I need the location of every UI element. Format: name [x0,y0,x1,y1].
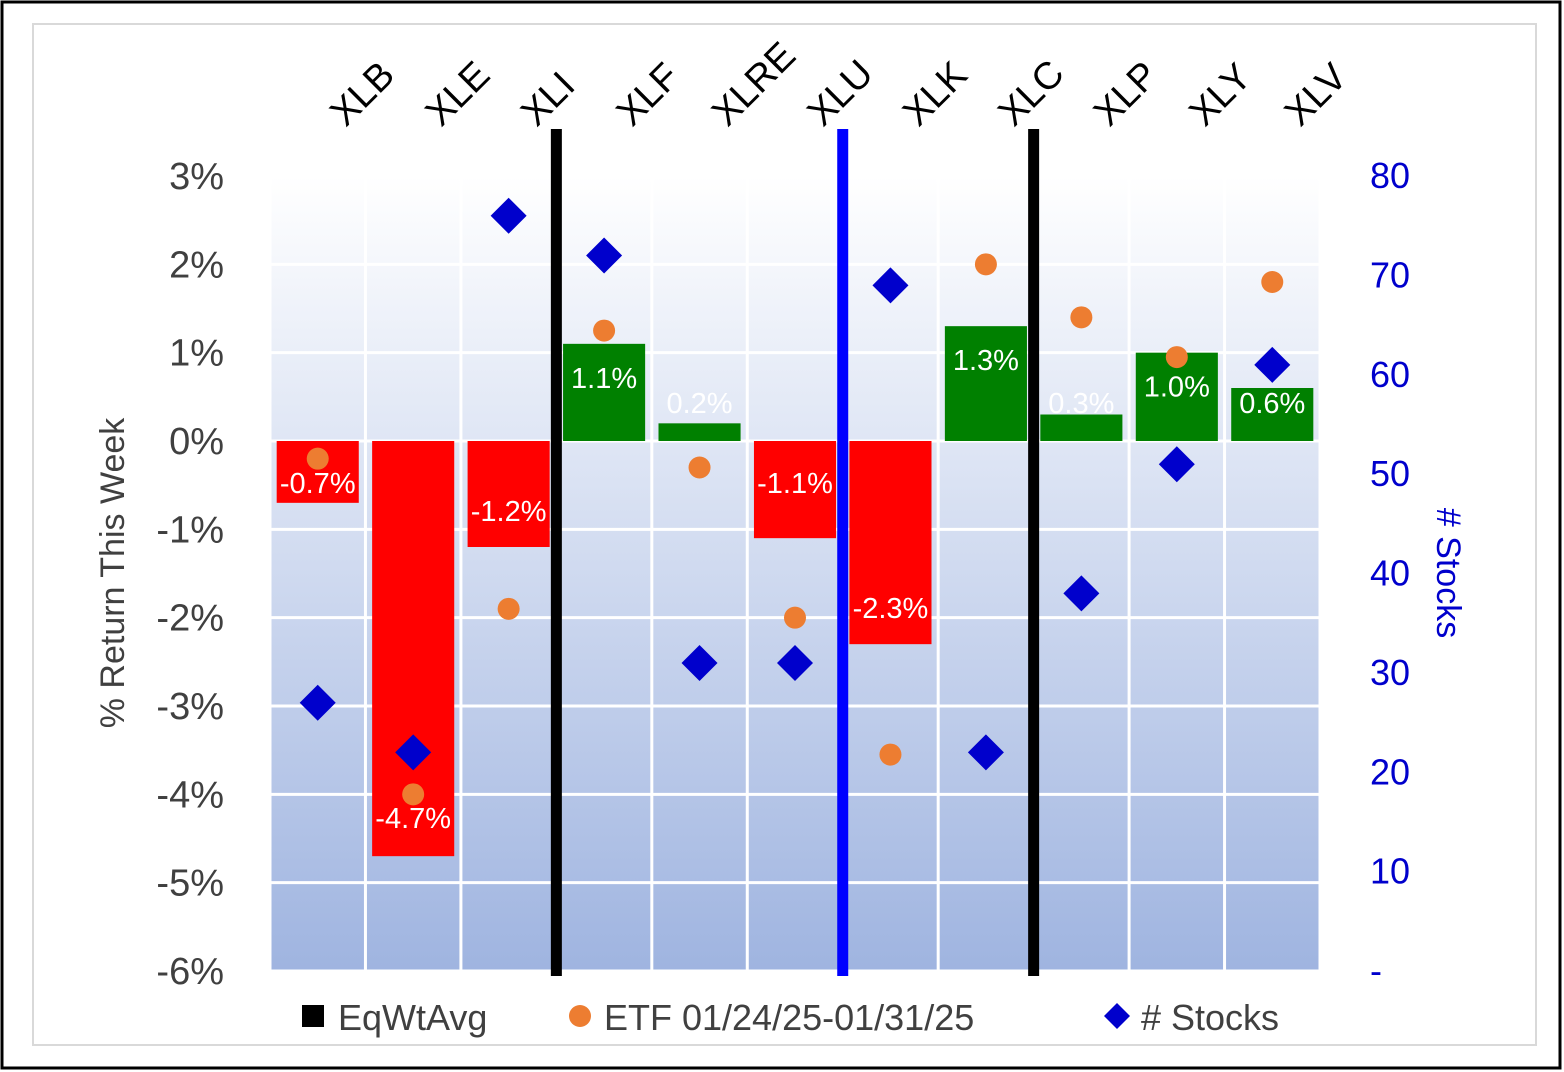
bar-label-xly: 1.0% [1144,372,1210,404]
bar-label-xlk: -2.3% [853,593,929,625]
legend: EqWtAvg ETF 01/24/25-01/31/25 # Stocks [302,997,1279,1038]
left-axis-title: % Return This Week [94,417,132,729]
bar-xlv [1231,388,1314,441]
bar-label-xlv: 0.6% [1239,388,1305,420]
bar-xli [467,441,550,547]
stocks-diamond-xli [490,197,527,234]
etf-dot-xly [1165,346,1188,369]
stocks-diamond-xlp [1063,575,1100,612]
bar-xlk [849,441,932,645]
right-tick-label: 30 [1370,652,1410,693]
left-tick-label: 0% [169,421,224,463]
bar-data-labels: -0.7% -4.7% -1.2% 1.1% 0.2% -1.1% -2.3% 1.3% 0.3… [280,345,1305,835]
bar-xlf [563,343,646,441]
left-tick-label: -2% [156,598,224,640]
etf-dot-xlu [784,606,806,629]
right-tick-label: 70 [1370,254,1410,295]
bar-xlp [1040,414,1123,441]
legend-label-etf: ETF 01/24/25-01/31/25 [604,997,974,1038]
right-tick-label: 40 [1370,553,1410,594]
stocks-diamond-xlv [1254,346,1291,383]
right-tick-label: 10 [1370,851,1410,892]
etf-dot-series [306,253,1284,806]
stocks-diamond-xlc [967,734,1004,771]
etf-dot-xli [497,597,520,620]
stocks-diamond-xlu [777,644,813,681]
stocks-diamond-xlk [872,267,909,304]
bar-label-xlb: -0.7% [280,468,356,500]
etf-dot-xlb [306,447,329,470]
bar-label-xle: -4.7% [375,803,451,835]
right-tick-label: 60 [1370,354,1410,395]
left-tick-label: -5% [156,863,224,905]
right-tick-label: - [1370,950,1382,991]
etf-dot-xlre [688,456,711,479]
stocks-diamond-xle [395,734,432,771]
bar-label-xlu: -1.1% [757,468,833,500]
bar-xlu [753,441,837,539]
legend-label-stocks: # Stocks [1141,997,1279,1038]
left-tick-label: -3% [156,686,224,728]
bar-xlc [944,326,1027,441]
bar-label-xli: -1.2% [471,496,547,528]
etf-dot-xlp [1070,306,1093,329]
legend-swatch-stocks [1104,1003,1130,1029]
right-axis-ticks: 80 70 60 50 40 30 20 10 - [1370,155,1410,991]
stocks-diamond-xlre [681,644,718,681]
separator-lines [550,129,1040,976]
right-tick-label: 80 [1370,155,1410,196]
etf-dot-xlv [1261,271,1284,293]
etf-dot-xlc [974,253,997,276]
left-tick-label: 3% [169,156,224,198]
right-tick-label: 50 [1370,453,1410,494]
bar-label-xlc: 1.3% [953,345,1019,377]
bar-label-xlp: 0.3% [1048,388,1114,420]
legend-label-eqwtavg: EqWtAvg [338,997,487,1038]
stocks-diamond-xlb [299,684,336,721]
legend-swatch-etf [569,1005,591,1027]
etf-dot-xle [402,783,425,806]
left-tick-label: 2% [169,244,224,286]
left-tick-label: 1% [169,333,224,375]
right-tick-label: 20 [1370,751,1410,792]
stocks-diamond-xlf [586,237,623,274]
left-tick-label: -4% [156,774,224,816]
left-tick-label: -1% [156,509,224,551]
right-axis-title: # Stocks [1429,508,1467,638]
left-tick-label: -6% [156,951,224,993]
bar-xlre [658,423,741,441]
etf-dot-xlf [593,319,616,342]
legend-swatch-eqwtavg [302,1005,324,1027]
left-axis-ticks: 3% 2% 1% 0% -1% -2% -3% -4% -5% -6% [156,156,224,993]
inner-border [32,23,1537,1046]
bar-series [276,326,1314,857]
stocks-diamond-series [299,197,1291,771]
stocks-diamond-xly [1158,446,1195,483]
etf-dot-xlk [879,743,902,766]
bar-label-xlre: 0.2% [666,388,732,420]
bar-label-xlf: 1.1% [571,363,637,395]
